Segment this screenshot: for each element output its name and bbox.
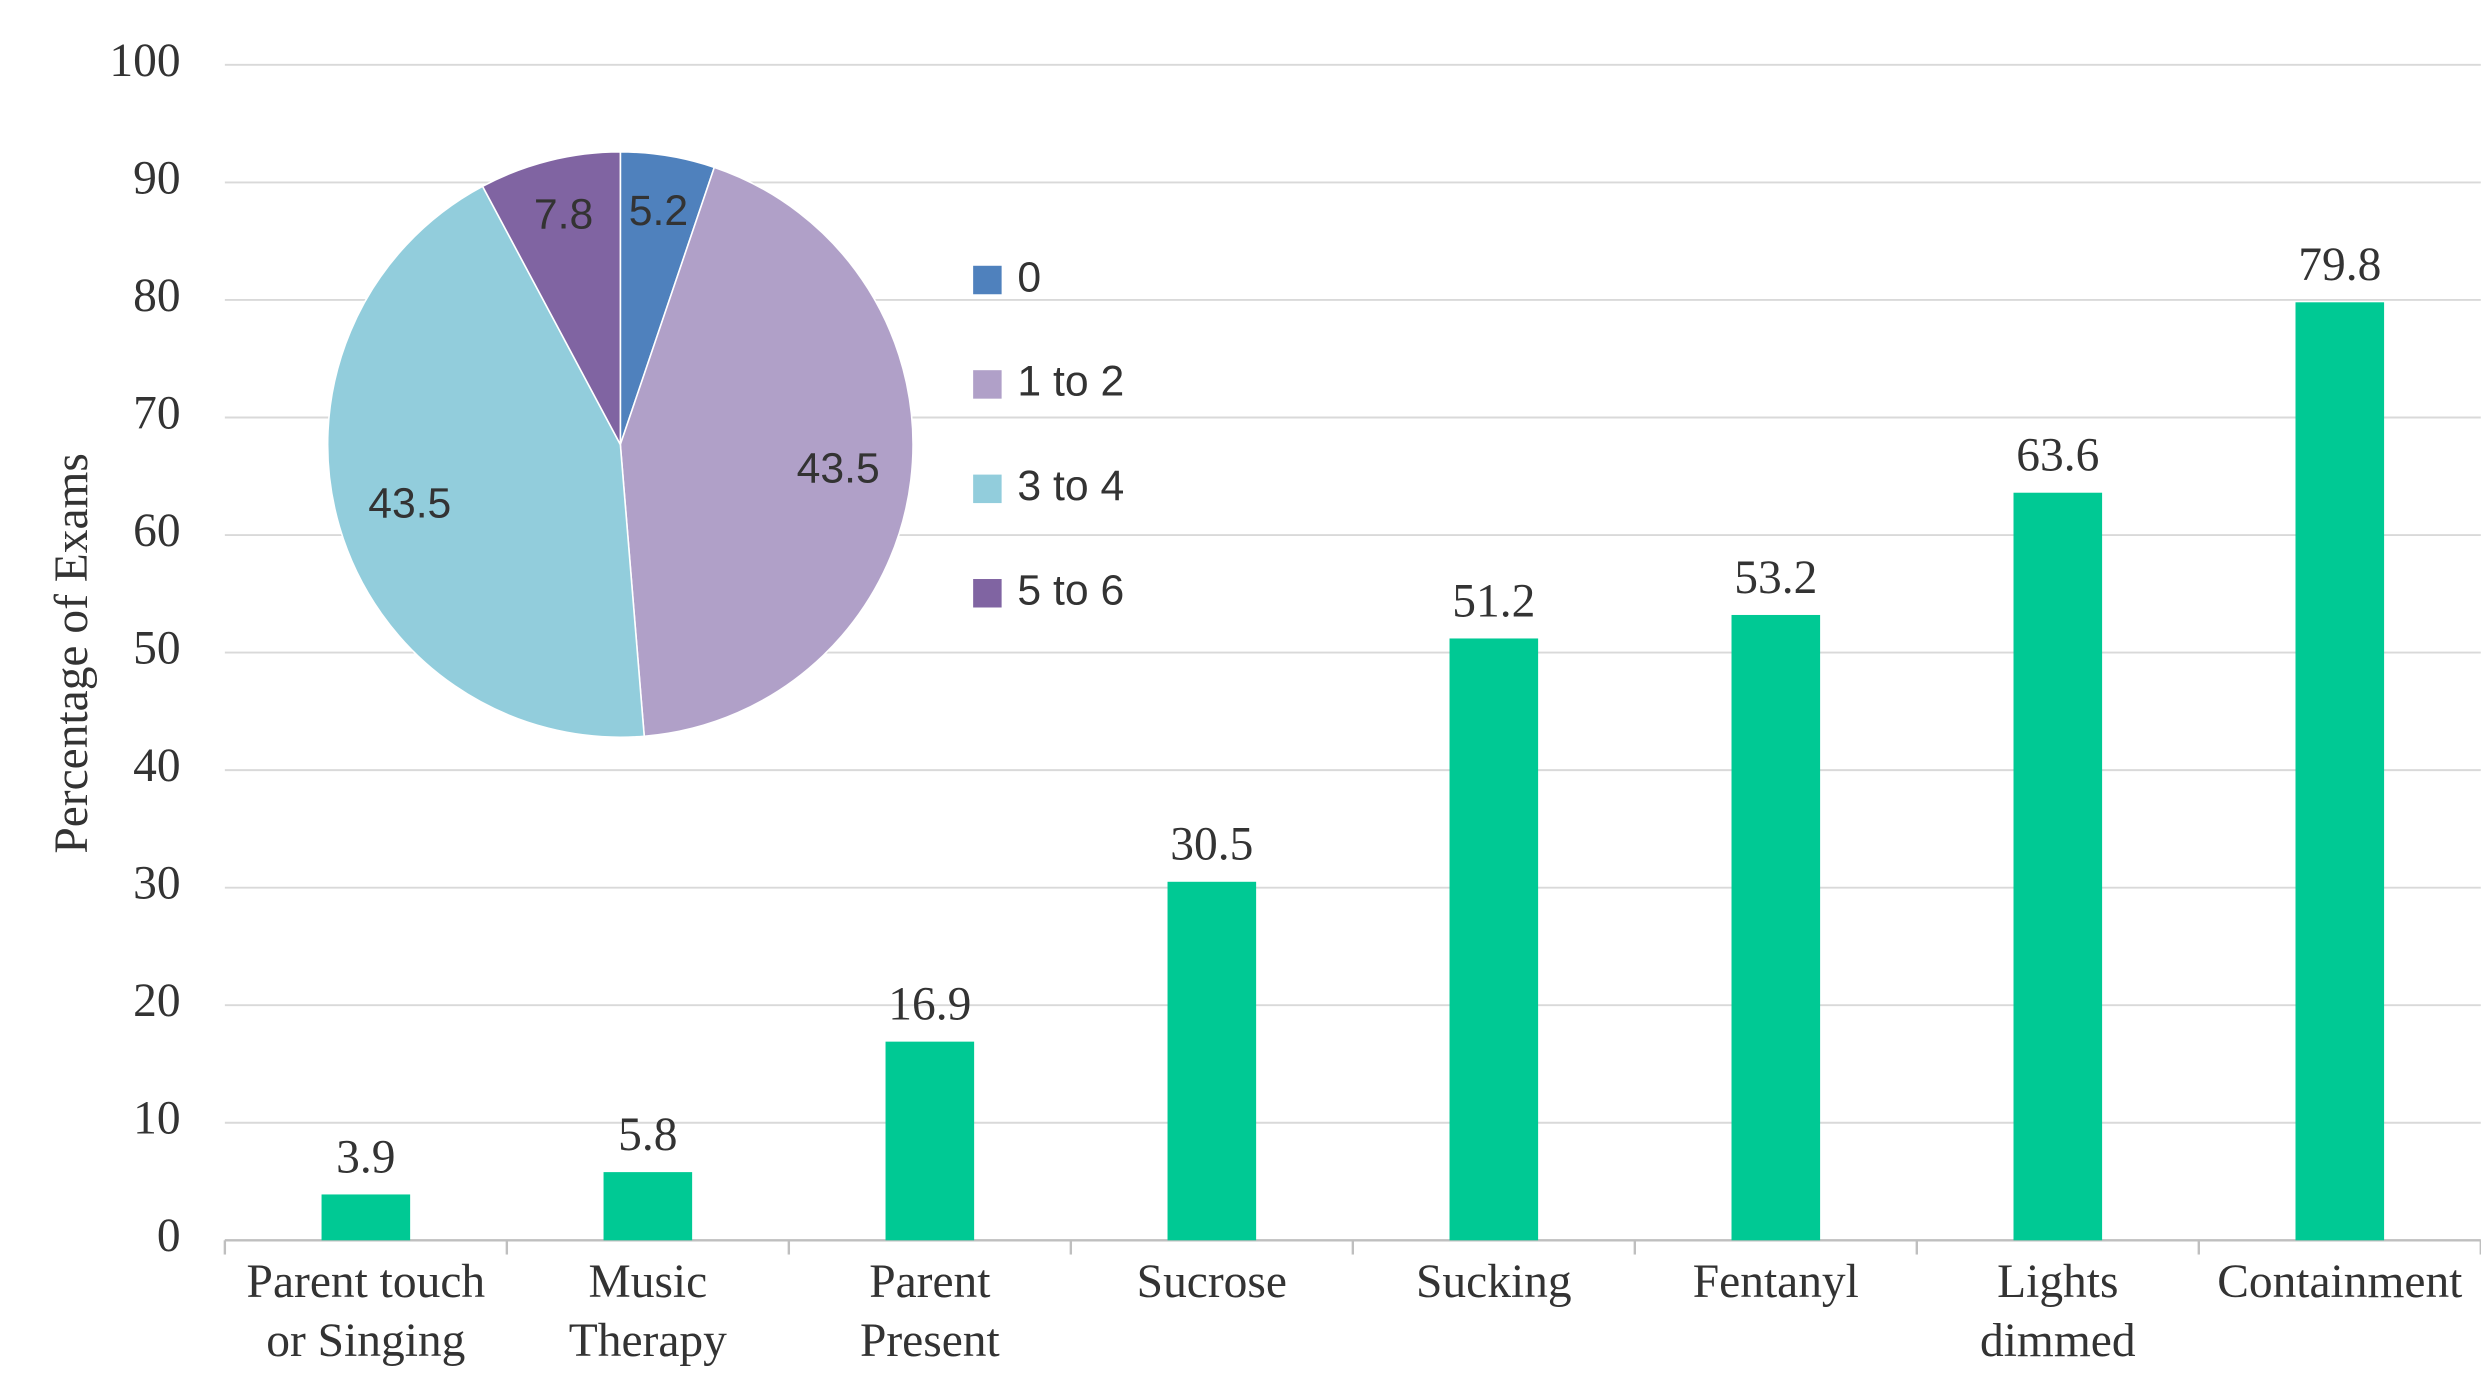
bar <box>885 1041 975 1241</box>
x-tick-label-box: Parent touch or Singing <box>246 1256 486 1367</box>
data-label: 16.9 <box>888 978 971 1030</box>
x-tick-label-box: Fentanyl <box>1692 1256 1859 1309</box>
bar <box>1167 881 1257 1241</box>
data-label: 30.5 <box>1170 819 1253 871</box>
x-tick-label-box: Lights dimmed <box>1980 1256 2136 1367</box>
y-tick-label: 90 <box>133 152 180 204</box>
y-tick-label: 70 <box>133 387 180 439</box>
legend-swatch <box>973 579 1002 608</box>
legend-swatch <box>973 265 1002 295</box>
x-tick-label-box: Sucrose <box>1136 1256 1287 1309</box>
data-label: 3.9 <box>336 1131 395 1183</box>
x-tick-label: Sucking <box>1416 1256 1572 1309</box>
y-tick-label: 20 <box>133 975 180 1027</box>
legend-label: 3 to 4 <box>1017 462 1124 510</box>
data-label: 51.2 <box>1452 575 1535 627</box>
bar <box>1449 638 1539 1241</box>
pie-label: 43.5 <box>368 480 451 528</box>
y-tick-label: 100 <box>109 35 180 87</box>
pie-slice <box>326 185 646 738</box>
y-tick-label: 80 <box>133 270 180 322</box>
pie-label: 7.8 <box>534 191 593 239</box>
legend-swatch <box>973 370 1002 399</box>
x-tick-label: Fentanyl <box>1692 1256 1859 1309</box>
y-tick-label: 10 <box>133 1093 180 1145</box>
x-tick-label-box: Containment <box>2217 1256 2463 1309</box>
x-tick-label: Sucrose <box>1136 1256 1287 1309</box>
x-tick-label: Containment <box>2217 1256 2463 1309</box>
legend-label: 1 to 2 <box>1017 358 1124 406</box>
y-tick-label: 30 <box>133 858 180 910</box>
x-tick-label-box: Parent Present <box>859 1256 1000 1367</box>
data-label: 79.8 <box>2298 239 2381 291</box>
y-tick-label: 0 <box>157 1210 181 1262</box>
x-tick-label-box: Music Therapy <box>568 1256 727 1367</box>
bar <box>1731 614 1821 1241</box>
x-tick-label: Parent Present <box>859 1256 1000 1367</box>
legend-label: 0 <box>1017 253 1041 301</box>
bar <box>2295 302 2385 1241</box>
y-tick-label: 50 <box>133 622 180 674</box>
data-label: 63.6 <box>2016 430 2099 482</box>
data-label: 53.2 <box>1734 552 1817 604</box>
pie-label: 43.5 <box>797 445 880 493</box>
x-tick-label: Music Therapy <box>568 1256 727 1367</box>
legend-swatch <box>973 474 1002 504</box>
bar <box>603 1172 693 1241</box>
x-tick-label-box: Sucking <box>1416 1256 1572 1309</box>
bar <box>2013 492 2103 1241</box>
x-tick-label: Lights dimmed <box>1980 1256 2136 1367</box>
y-tick-label: 60 <box>133 505 180 557</box>
data-label: 5.8 <box>618 1109 677 1161</box>
x-tick-label: Parent touch or Singing <box>246 1256 486 1367</box>
bar <box>321 1194 411 1241</box>
pie-slice <box>481 151 622 445</box>
legend-label: 5 to 6 <box>1017 567 1124 615</box>
y-tick-label: 40 <box>133 740 180 792</box>
pie-slice <box>619 166 914 738</box>
pie-label: 5.2 <box>629 187 688 235</box>
y-axis-label: Percentage of Exams <box>46 453 98 854</box>
